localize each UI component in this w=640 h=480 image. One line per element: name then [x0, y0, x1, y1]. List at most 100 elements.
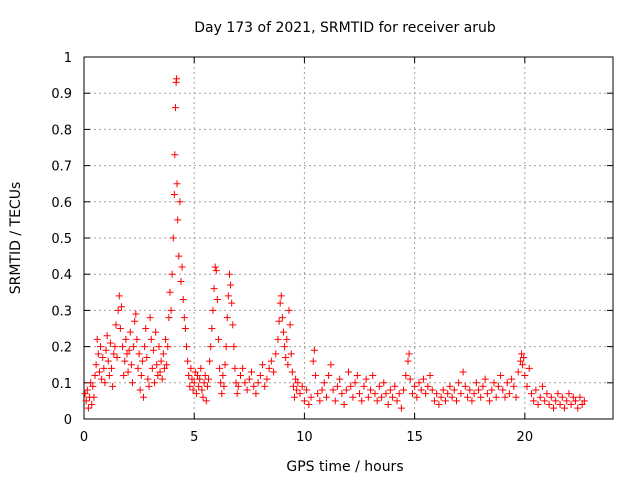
data-point	[144, 375, 152, 383]
data-point	[345, 368, 352, 376]
data-point	[373, 397, 381, 405]
data-point	[156, 368, 164, 376]
data-point	[464, 393, 472, 401]
data-point	[94, 350, 102, 358]
data-point	[146, 314, 154, 322]
data-point	[254, 379, 262, 387]
data-point	[114, 306, 122, 314]
data-point	[501, 393, 509, 401]
data-point	[236, 372, 244, 380]
data-point	[508, 375, 516, 383]
data-point	[413, 393, 421, 401]
data-point	[261, 382, 269, 390]
data-point	[267, 357, 275, 365]
data-point	[309, 357, 317, 365]
data-point	[126, 328, 134, 336]
data-point	[248, 368, 256, 376]
data-point	[131, 317, 139, 325]
y-tick-label: 0.1	[51, 377, 72, 392]
data-point	[154, 372, 162, 380]
data-point	[519, 361, 527, 369]
data-point	[351, 379, 359, 387]
data-point	[554, 390, 562, 398]
data-point	[239, 364, 247, 372]
data-point	[133, 335, 141, 343]
data-point	[444, 390, 452, 398]
data-point	[140, 393, 148, 401]
data-point	[192, 390, 200, 398]
data-point	[576, 393, 584, 401]
data-point	[371, 390, 379, 398]
data-point	[149, 346, 157, 354]
data-point	[83, 386, 91, 394]
data-point	[223, 314, 231, 322]
data-point	[415, 379, 423, 387]
data-point	[349, 393, 357, 401]
data-point	[389, 393, 397, 401]
data-point	[203, 382, 211, 390]
data-point	[483, 390, 491, 398]
y-tick-label: 0	[64, 413, 72, 428]
data-point	[84, 404, 92, 412]
data-point	[229, 321, 237, 329]
data-point	[439, 386, 447, 394]
data-point	[486, 397, 494, 405]
data-point	[185, 372, 193, 380]
data-point	[435, 401, 443, 409]
data-point	[101, 379, 109, 387]
data-point	[270, 368, 278, 376]
data-point	[325, 372, 333, 380]
data-point	[342, 386, 350, 394]
data-point	[543, 390, 551, 398]
data-point	[201, 372, 209, 380]
data-point	[527, 390, 535, 398]
data-point	[111, 343, 119, 351]
data-point	[534, 401, 542, 409]
tick-layer: 00.10.20.30.40.50.60.70.80.910 5 10 15 20	[51, 51, 613, 445]
data-point	[428, 386, 436, 394]
data-point	[182, 343, 190, 351]
data-point	[221, 361, 229, 369]
data-point	[391, 382, 399, 390]
data-point	[231, 364, 239, 372]
data-point	[450, 386, 458, 394]
data-point	[426, 372, 434, 380]
data-point	[277, 292, 285, 300]
data-point	[578, 401, 586, 409]
data-point	[488, 386, 496, 394]
data-point	[274, 335, 282, 343]
data-point	[155, 343, 163, 351]
data-point	[145, 382, 153, 390]
data-point	[393, 397, 401, 405]
data-point	[322, 393, 330, 401]
data-point	[209, 306, 217, 314]
data-point	[457, 390, 465, 398]
data-point	[305, 401, 313, 409]
data-point	[89, 382, 97, 390]
data-point	[207, 343, 215, 351]
data-point	[233, 390, 241, 398]
data-point	[422, 390, 430, 398]
y-tick-label: 0.4	[51, 268, 72, 283]
data-point	[199, 393, 207, 401]
data-point	[441, 397, 449, 405]
data-point	[282, 353, 290, 361]
data-point	[127, 361, 135, 369]
data-point	[284, 361, 292, 369]
data-point	[505, 390, 513, 398]
data-point	[93, 335, 101, 343]
data-point	[408, 390, 416, 398]
data-point	[87, 379, 95, 387]
y-tick-label: 0.7	[51, 160, 72, 175]
data-point	[137, 372, 145, 380]
data-point	[310, 346, 318, 354]
data-point	[135, 350, 143, 358]
data-point	[121, 357, 129, 365]
data-point	[90, 393, 98, 401]
data-point	[475, 386, 483, 394]
y-tick-label: 0.8	[51, 123, 72, 138]
data-point	[292, 375, 300, 383]
data-point	[222, 343, 230, 351]
data-point	[580, 397, 588, 405]
data-point	[294, 379, 302, 387]
